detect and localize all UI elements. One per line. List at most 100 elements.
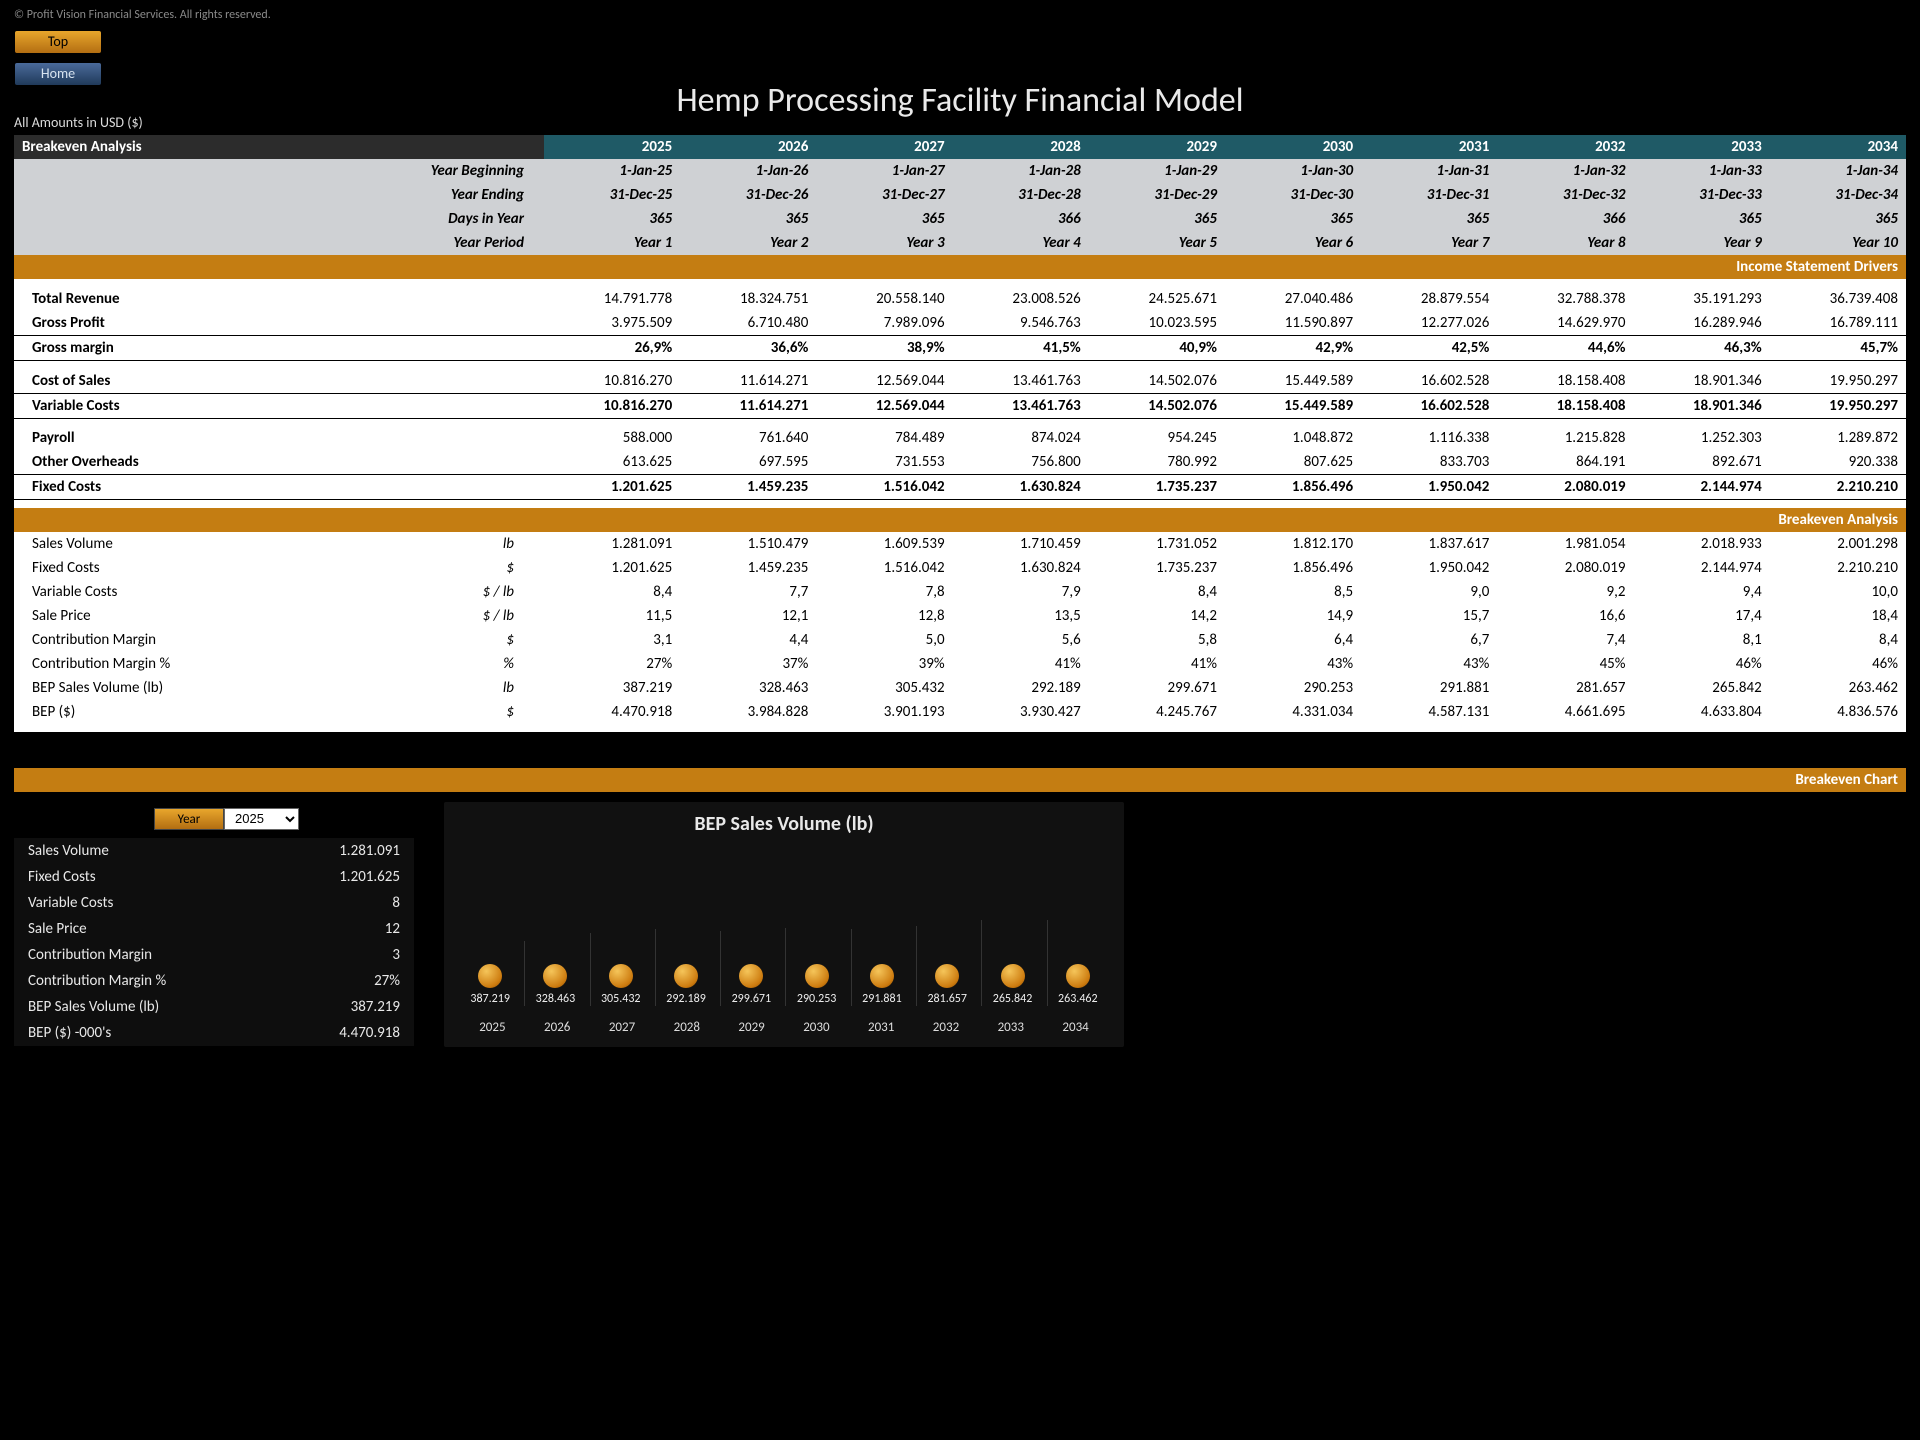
data-cell: 2.018.933 [1634, 532, 1770, 556]
meta-cell: 31-Dec-25 [544, 183, 680, 207]
income-drivers-bar: Income Statement Drivers [14, 255, 1906, 279]
row-label: Gross margin [14, 336, 344, 361]
data-cell: 1.950.042 [1361, 556, 1497, 580]
summary-label: BEP ($) -000's [28, 1024, 111, 1042]
meta-cell: 1-Jan-33 [1634, 159, 1770, 183]
data-cell: 2.210.210 [1770, 556, 1906, 580]
data-row: Variable Costs10.816.27011.614.27112.569… [14, 393, 1906, 418]
data-cell: 42,5% [1361, 336, 1497, 361]
summary-row: Sales Volume1.281.091 [14, 838, 414, 864]
summary-row: Contribution Margin %27% [14, 968, 414, 994]
data-cell: 15.449.589 [1225, 369, 1361, 394]
meta-cell: 1-Jan-30 [1225, 159, 1361, 183]
row-label: Cost of Sales [14, 369, 344, 394]
data-row: Cost of Sales10.816.27011.614.27112.569.… [14, 369, 1906, 394]
chart-point: 281.657 [916, 926, 977, 1006]
breakeven-chart-bar: Breakeven Chart [14, 768, 1906, 792]
data-cell: 697.595 [680, 450, 816, 475]
data-row: Contribution Margin$3,14,45,05,65,86,46,… [14, 628, 1906, 652]
chart-dot-icon [935, 964, 959, 988]
chart-dot-icon [870, 964, 894, 988]
data-cell: 1.048.872 [1225, 426, 1361, 450]
meta-cell: Year 6 [1225, 231, 1361, 255]
row-unit [344, 336, 544, 361]
data-cell: 16.289.946 [1634, 311, 1770, 336]
summary-row: Sale Price12 [14, 916, 414, 942]
top-button[interactable]: Top [14, 30, 102, 54]
chart-dot-icon [478, 964, 502, 988]
meta-cell: 365 [544, 207, 680, 231]
year-2028: 2028 [953, 135, 1089, 159]
meta-cell: Year 9 [1634, 231, 1770, 255]
data-cell: 16.602.528 [1361, 393, 1497, 418]
meta-row: Days in Year3653653653663653653653663653… [14, 207, 1906, 231]
data-cell: 290.253 [1225, 676, 1361, 700]
chart-point: 292.189 [655, 929, 716, 1006]
data-cell: 3.975.509 [544, 311, 680, 336]
data-cell: 11.590.897 [1225, 311, 1361, 336]
data-cell: 18.901.346 [1634, 393, 1770, 418]
data-cell: 36,6% [680, 336, 816, 361]
row-unit [344, 475, 544, 500]
data-cell: 1.281.091 [544, 532, 680, 556]
data-cell: 1.731.052 [1089, 532, 1225, 556]
data-cell: 6,7 [1361, 628, 1497, 652]
data-cell: 328.463 [680, 676, 816, 700]
chart-axis-label: 2026 [525, 1020, 590, 1035]
row-unit [344, 287, 544, 311]
data-cell: 613.625 [544, 450, 680, 475]
data-row: Gross Profit3.975.5096.710.4807.989.0969… [14, 311, 1906, 336]
data-cell: 5,8 [1089, 628, 1225, 652]
year-select[interactable]: 2025 [224, 808, 299, 830]
summary-label: Contribution Margin % [28, 972, 166, 990]
chart-point: 328.463 [524, 941, 585, 1006]
data-cell: 305.432 [816, 676, 952, 700]
data-row: Sale Price$ / lb11,512,112,813,514,214,9… [14, 604, 1906, 628]
data-cell: 7,7 [680, 580, 816, 604]
data-row: BEP Sales Volume (lb)lb387.219328.463305… [14, 676, 1906, 700]
meta-cell: 31-Dec-30 [1225, 183, 1361, 207]
data-cell: 892.671 [1634, 450, 1770, 475]
summary-row: Variable Costs8 [14, 890, 414, 916]
row-label: Sale Price [14, 604, 344, 628]
meta-cell: 366 [1497, 207, 1633, 231]
chart-axis-label: 2032 [914, 1020, 979, 1035]
meta-cell: 366 [953, 207, 1089, 231]
data-cell: 1.856.496 [1225, 556, 1361, 580]
data-row: Total Revenue14.791.77818.324.75120.558.… [14, 287, 1906, 311]
summary-value: 12 [385, 920, 400, 938]
data-cell: 46% [1634, 652, 1770, 676]
chart-point: 291.881 [851, 929, 912, 1006]
data-cell: 3.984.828 [680, 700, 816, 724]
chart-axis-label: 2031 [849, 1020, 914, 1035]
data-cell: 2.210.210 [1770, 475, 1906, 500]
data-cell: 281.657 [1497, 676, 1633, 700]
year-2032: 2032 [1497, 135, 1633, 159]
data-cell: 292.189 [953, 676, 1089, 700]
data-cell: 1.630.824 [953, 556, 1089, 580]
data-cell: 35.191.293 [1634, 287, 1770, 311]
data-cell: 19.950.297 [1770, 393, 1906, 418]
meta-cell: 31-Dec-33 [1634, 183, 1770, 207]
data-cell: 299.671 [1089, 676, 1225, 700]
chart-axis-label: 2028 [654, 1020, 719, 1035]
data-cell: 10,0 [1770, 580, 1906, 604]
meta-cell: 1-Jan-29 [1089, 159, 1225, 183]
data-cell: 2.144.974 [1634, 556, 1770, 580]
data-cell: 13.461.763 [953, 393, 1089, 418]
meta-row: Year Ending31-Dec-2531-Dec-2631-Dec-2731… [14, 183, 1906, 207]
meta-cell: Year 7 [1361, 231, 1497, 255]
data-cell: 41,5% [953, 336, 1089, 361]
data-cell: 41% [1089, 652, 1225, 676]
row-unit [344, 426, 544, 450]
meta-cell: 365 [680, 207, 816, 231]
year-2031: 2031 [1361, 135, 1497, 159]
data-cell: 4.633.804 [1634, 700, 1770, 724]
chart-point: 387.219 [460, 960, 520, 1006]
summary-label: Fixed Costs [28, 868, 96, 886]
meta-cell: 1-Jan-32 [1497, 159, 1633, 183]
data-cell: 8,5 [1225, 580, 1361, 604]
data-cell: 42,9% [1225, 336, 1361, 361]
chart-value-label: 299.671 [721, 992, 781, 1006]
data-cell: 5,6 [953, 628, 1089, 652]
